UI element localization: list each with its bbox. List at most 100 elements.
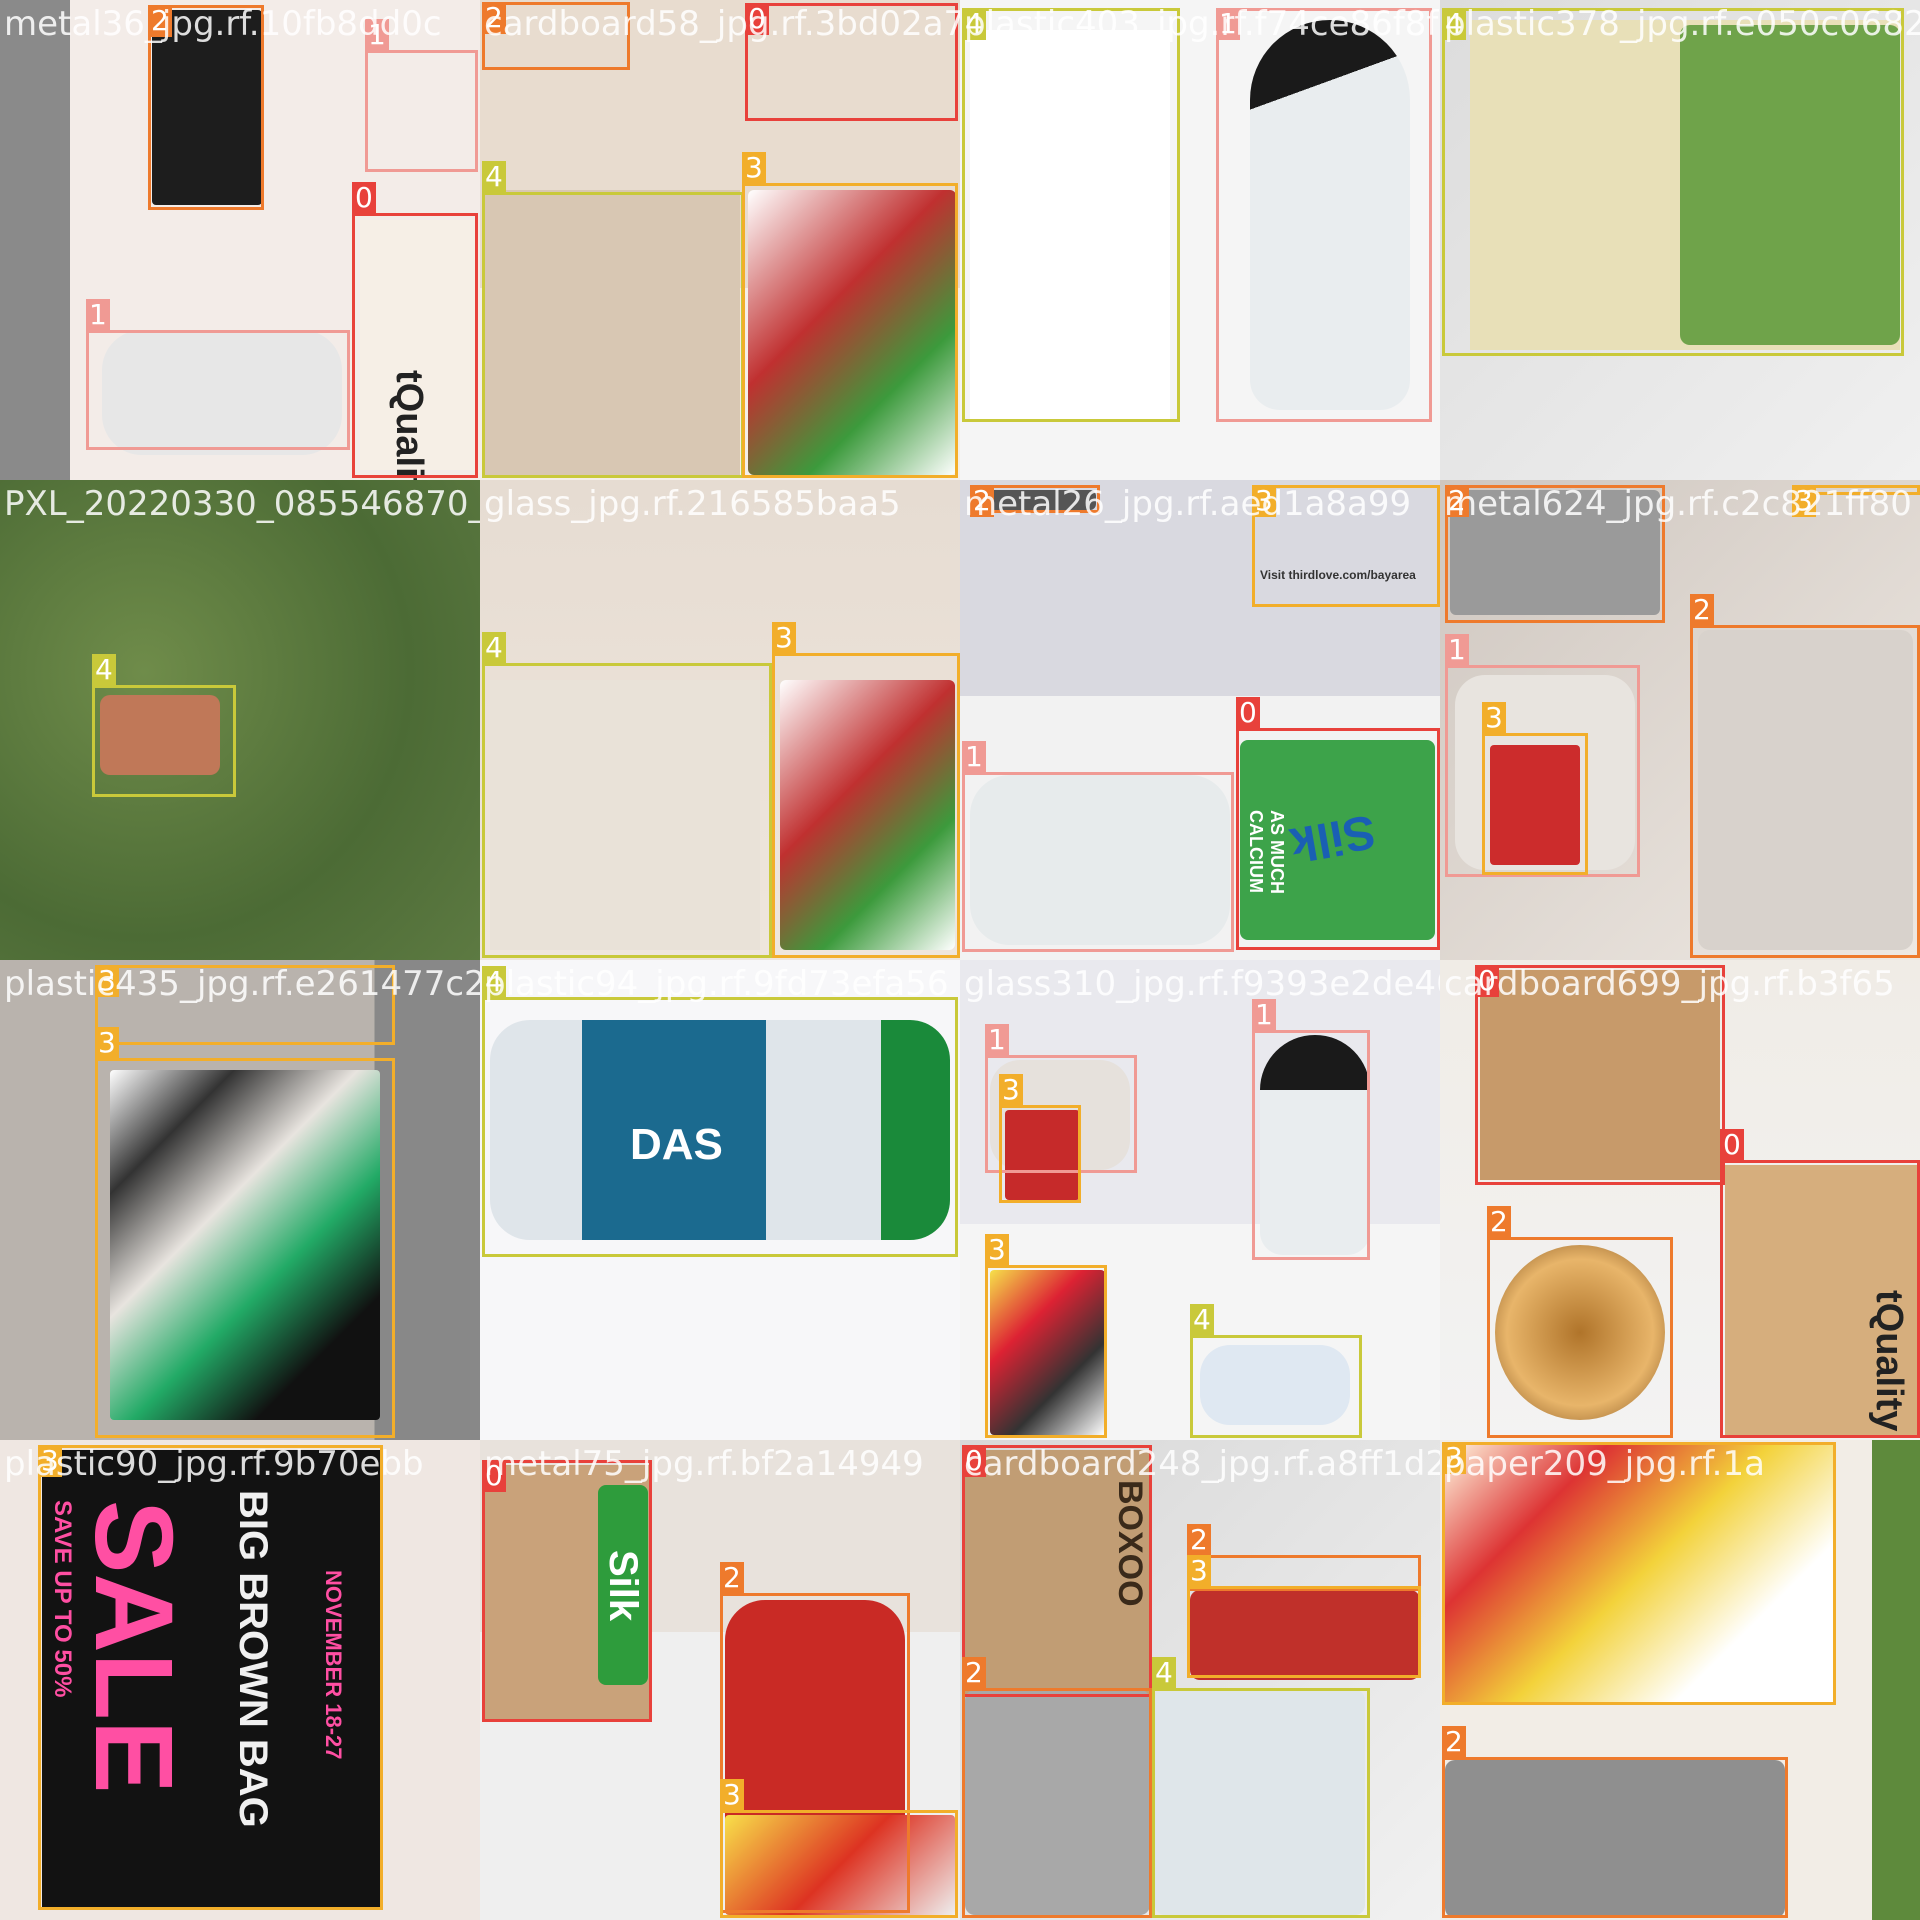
- waste-object: [1490, 745, 1580, 865]
- class-label: 2: [962, 1657, 986, 1689]
- mosaic-tile: metal624_jpg.rf.c2c821ff80 2 3 1 3 2: [1440, 480, 1920, 960]
- class-label: 2: [970, 485, 994, 517]
- waste-object: [780, 680, 955, 950]
- detection-box: 3: [999, 1074, 1081, 1203]
- class-label: 0: [1236, 697, 1260, 729]
- detection-box: 3: [1482, 702, 1588, 875]
- mosaic-tile: metal26_jpg.rf.aed1a8a99 2 3 1 0 Silk AS MUCH …: [960, 480, 1440, 960]
- detection-box: 4: [1152, 1657, 1370, 1918]
- detection-box: 0: [352, 182, 478, 478]
- waste-object: [976, 490, 1096, 510]
- class-label: 1: [1216, 8, 1240, 40]
- detection-box: 2: [1487, 1206, 1673, 1438]
- mosaic-tile: cardboard248_jpg.rf.a8ff1d2 0 2 3 2 4 BOXOO: [960, 1440, 1440, 1920]
- detection-box: 4: [962, 8, 1180, 422]
- mosaic-tile: metal36_jpg.rf.10fb8dd0c 2 1 1 0 tQuality: [0, 0, 480, 480]
- detection-box: 3: [38, 1445, 383, 1910]
- detection-box: 2: [148, 5, 264, 210]
- waste-object: [485, 190, 740, 475]
- mosaic-tile: cardboard699_jpg.rf.b3f65 0 0 2 tQuality: [1440, 960, 1920, 1440]
- mosaic-tile: cardboard58_jpg.rf.3bd02a78a12043: [480, 0, 960, 480]
- detection-box: 1: [86, 299, 350, 450]
- object-text: SAVE UP TO 50%: [49, 1500, 76, 1698]
- detection-box: 4: [482, 161, 744, 478]
- class-label: 4: [482, 632, 506, 664]
- class-label: 3: [985, 1234, 1009, 1266]
- class-label: 0: [482, 1460, 506, 1492]
- detection-box: 2: [962, 1657, 1152, 1918]
- waste-object: [1200, 1345, 1350, 1425]
- mosaic-tile: plastic403_jpg.rf.f74ce86f8f 4 1: [960, 0, 1440, 480]
- waste-object: [1260, 1035, 1370, 1255]
- waste-object: [598, 1485, 648, 1685]
- class-label: 1: [1445, 634, 1469, 666]
- detection-box: 2: [720, 1562, 910, 1913]
- detection-box: 3: [720, 1779, 958, 1918]
- waste-object: [1450, 490, 1660, 615]
- class-label: 1: [985, 1024, 1009, 1056]
- class-label: 3: [999, 1074, 1023, 1106]
- waste-object: [1190, 1590, 1420, 1680]
- mosaic-tile: paper209_jpg.rf.1a 3 2: [1440, 1440, 1920, 1920]
- detection-box: 4: [482, 966, 958, 1257]
- object-text: SALE: [72, 1500, 195, 1794]
- detection-box: 3: [95, 1027, 395, 1438]
- class-label: 0: [745, 3, 769, 35]
- waste-object: [1005, 1110, 1080, 1200]
- class-label: 3: [1792, 485, 1816, 517]
- class-label: 4: [1152, 1657, 1176, 1689]
- detection-box: 0: [1236, 697, 1440, 950]
- class-label: 3: [1442, 1442, 1466, 1474]
- class-label: 3: [720, 1779, 744, 1811]
- detection-box: 1: [1252, 999, 1370, 1260]
- waste-object: [965, 1450, 1150, 1695]
- class-label: 2: [1487, 1206, 1511, 1238]
- mosaic-tile: plastic94_jpg.rf.9fd73efa56 4 DAS: [480, 960, 960, 1440]
- waste-object: [970, 30, 1170, 420]
- class-label: 3: [95, 965, 119, 997]
- detection-box: 3: [742, 152, 958, 478]
- detection-box: 3: [772, 622, 960, 958]
- class-label: 2: [1187, 1524, 1211, 1556]
- detection-box: 2: [1442, 1726, 1788, 1918]
- detection-box: 3: [95, 965, 395, 1045]
- detection-box: 1: [365, 19, 478, 172]
- class-label: 4: [92, 654, 116, 686]
- detection-box: 2: [1445, 485, 1665, 623]
- mosaic-tile: plastic90_jpg.rf.9b70ebb 3 SALE BIG BROWN B…: [0, 1440, 480, 1920]
- class-label: 4: [1442, 8, 1466, 40]
- class-label: 2: [720, 1562, 744, 1594]
- class-label: 0: [1475, 965, 1499, 997]
- class-label: 1: [962, 741, 986, 773]
- class-label: 3: [742, 152, 766, 184]
- waste-object: [1698, 630, 1913, 950]
- class-label: 0: [1720, 1129, 1744, 1161]
- detection-box: 2: [1690, 594, 1920, 958]
- waste-object: [725, 1815, 955, 1915]
- object-text: Visit thirdlove.com/bayarea: [1260, 568, 1416, 582]
- class-label: 0: [352, 182, 376, 214]
- object-text: DAS: [630, 1120, 723, 1169]
- mosaic-tile: plastic378_jpg.rf.e050c0682 4: [1440, 0, 1920, 480]
- waste-object: [102, 330, 342, 455]
- object-text: Silk: [601, 1550, 645, 1622]
- detection-box: 1: [1445, 634, 1640, 877]
- detection-box: 0: [1720, 1129, 1920, 1438]
- class-label: 0: [962, 1445, 986, 1477]
- class-label: 2: [1445, 485, 1469, 517]
- waste-object: [1680, 25, 1900, 345]
- waste-object: [1445, 1760, 1785, 1918]
- waste-object: [152, 10, 262, 205]
- waste-object: [748, 190, 956, 475]
- object-text: NOVEMBER 18-27: [321, 1570, 346, 1760]
- class-label: 2: [148, 5, 172, 37]
- mosaic-tile: metal75_jpg.rf.bf2a14949 0 2 3 Silk: [480, 1440, 960, 1920]
- mosaic-tile: PXL_20220330_085546870_MP4: [0, 480, 480, 960]
- class-label: 1: [1252, 999, 1276, 1031]
- waste-object: [1445, 1445, 1835, 1705]
- class-label: 4: [482, 161, 506, 193]
- detection-box: 3: [1792, 485, 1920, 517]
- class-label: 3: [1252, 485, 1276, 517]
- class-label: 1: [86, 299, 110, 331]
